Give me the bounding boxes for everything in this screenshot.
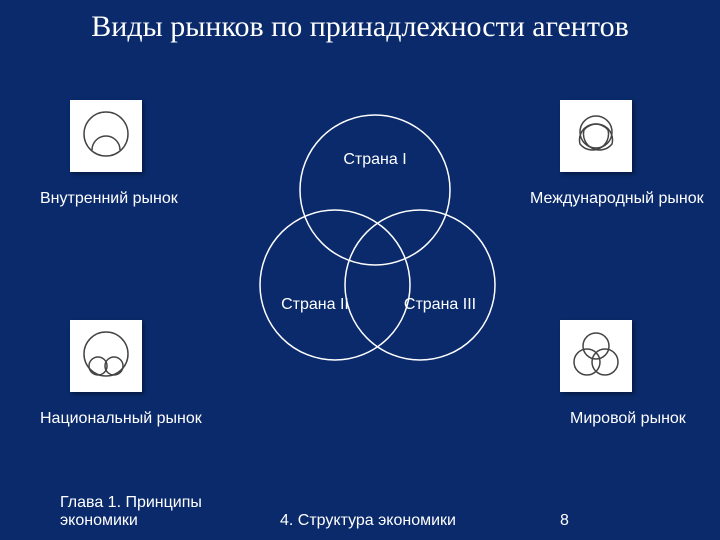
venn-circle-2 bbox=[260, 210, 410, 360]
national-market-label: Национальный рынок bbox=[40, 410, 202, 428]
venn-diagram: Страна I Страна II Страна III bbox=[240, 110, 510, 380]
internal-market-label: Внутренний рынок bbox=[40, 190, 178, 208]
national-market-icon bbox=[70, 320, 142, 392]
slide-title: Виды рынков по принадлежности агентов bbox=[0, 10, 720, 45]
international-market-label: Международный рынок bbox=[530, 190, 704, 208]
venn-label-2: Страна II bbox=[281, 296, 349, 313]
world-market-label: Мировой рынок bbox=[570, 410, 686, 428]
internal-market-icon bbox=[70, 100, 142, 172]
international-market-icon bbox=[560, 100, 632, 172]
venn-circle-3 bbox=[345, 210, 495, 360]
footer-section: 4. Структура экономики bbox=[280, 512, 540, 530]
world-market-icon bbox=[560, 320, 632, 392]
venn-circle-1 bbox=[300, 115, 450, 265]
venn-label-1: Страна I bbox=[343, 151, 406, 168]
footer-chapter: Глава 1. Принципы экономики bbox=[60, 494, 260, 530]
venn-label-3: Страна III bbox=[404, 296, 476, 313]
footer-page-number: 8 bbox=[560, 512, 600, 530]
